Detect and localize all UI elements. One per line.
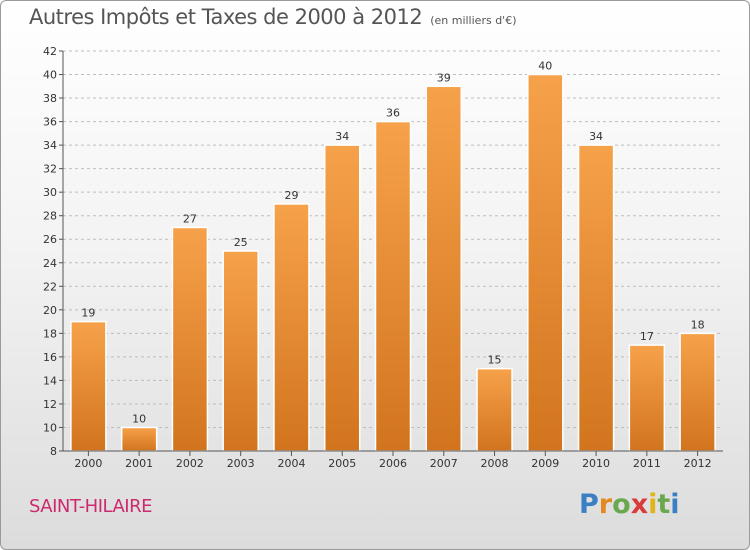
- y-tick-label: 16: [43, 351, 57, 364]
- bar: [222, 250, 259, 452]
- y-tick-label: 36: [43, 116, 57, 129]
- y-tick-label: 10: [43, 421, 57, 434]
- y-tick-label: 34: [43, 139, 57, 152]
- y-tick-label: 20: [43, 304, 57, 317]
- y-tick-label: 12: [43, 398, 57, 411]
- y-tick-label: 14: [43, 374, 57, 387]
- data-label: 27: [183, 212, 197, 225]
- data-label: 39: [437, 71, 451, 84]
- axes: [59, 50, 723, 456]
- y-tick-label: 32: [43, 163, 57, 176]
- bar: [425, 85, 463, 452]
- x-tick-label: 2003: [227, 457, 255, 470]
- data-label: 25: [234, 236, 248, 249]
- x-tick-label: 2005: [328, 457, 356, 470]
- x-tick-label: 2000: [74, 457, 102, 470]
- chart-title-text: Autres Impôts et Taxes de 2000 à 2012: [29, 5, 423, 29]
- bar: [120, 426, 158, 452]
- data-label: 29: [284, 189, 298, 202]
- bar: [70, 320, 107, 452]
- bar: [679, 332, 716, 452]
- x-tick-label: 2010: [582, 457, 610, 470]
- brand-logo: Proxiti: [579, 489, 680, 520]
- data-label: 19: [81, 307, 95, 320]
- x-tick-label: 2004: [277, 457, 305, 470]
- data-label: 18: [691, 318, 705, 331]
- labels: 8 10 12 14 16 18 20 22 24 26 28 30 32 34 36 38 40 42 19 200…: [43, 45, 712, 470]
- y-tick-label: 30: [43, 186, 57, 199]
- y-tick-label: 38: [43, 92, 57, 105]
- bar: [476, 367, 513, 452]
- data-label: 10: [132, 412, 146, 425]
- data-label: 34: [335, 130, 349, 143]
- bar: [171, 226, 209, 452]
- x-tick-label: 2002: [176, 457, 204, 470]
- data-label: 34: [589, 130, 603, 143]
- brand-logo-letter: x: [630, 489, 649, 520]
- y-tick-label: 26: [43, 233, 57, 246]
- brand-logo-letter: i: [670, 489, 680, 520]
- y-tick-label: 8: [50, 445, 57, 458]
- x-tick-label: 2009: [531, 457, 559, 470]
- y-tick-label: 28: [43, 210, 57, 223]
- brand-logo-letter: i: [648, 489, 658, 520]
- y-tick-label: 18: [43, 327, 57, 340]
- x-tick-label: 2008: [481, 457, 509, 470]
- brand-logo-letter: o: [612, 489, 631, 520]
- x-tick-label: 2012: [684, 457, 712, 470]
- bar: [273, 203, 310, 452]
- commune-name: SAINT-HILAIRE: [29, 496, 152, 517]
- data-label: 15: [488, 354, 502, 367]
- data-label: 17: [640, 330, 654, 343]
- bar: [527, 73, 564, 452]
- x-tick-label: 2011: [633, 457, 661, 470]
- x-tick-label: 2007: [430, 457, 458, 470]
- y-tick-label: 22: [43, 280, 57, 293]
- chart-subtitle: (en milliers d'€): [430, 14, 517, 27]
- bars: [70, 73, 716, 452]
- data-label: 40: [538, 60, 552, 73]
- chart-title: Autres Impôts et Taxes de 2000 à 2012 (en…: [29, 5, 516, 29]
- brand-logo-letter: t: [657, 489, 671, 520]
- brand-logo-letter: P: [579, 489, 599, 520]
- data-label: 36: [386, 107, 400, 120]
- brand-logo-letter: r: [598, 489, 613, 520]
- y-tick-label: 42: [43, 45, 57, 58]
- y-tick-label: 24: [43, 257, 57, 270]
- bar: [577, 144, 615, 452]
- bar: [374, 120, 412, 452]
- y-tick-label: 40: [43, 69, 57, 82]
- bar: [628, 344, 666, 452]
- x-tick-label: 2001: [125, 457, 153, 470]
- x-tick-label: 2006: [379, 457, 407, 470]
- bar: [323, 144, 361, 452]
